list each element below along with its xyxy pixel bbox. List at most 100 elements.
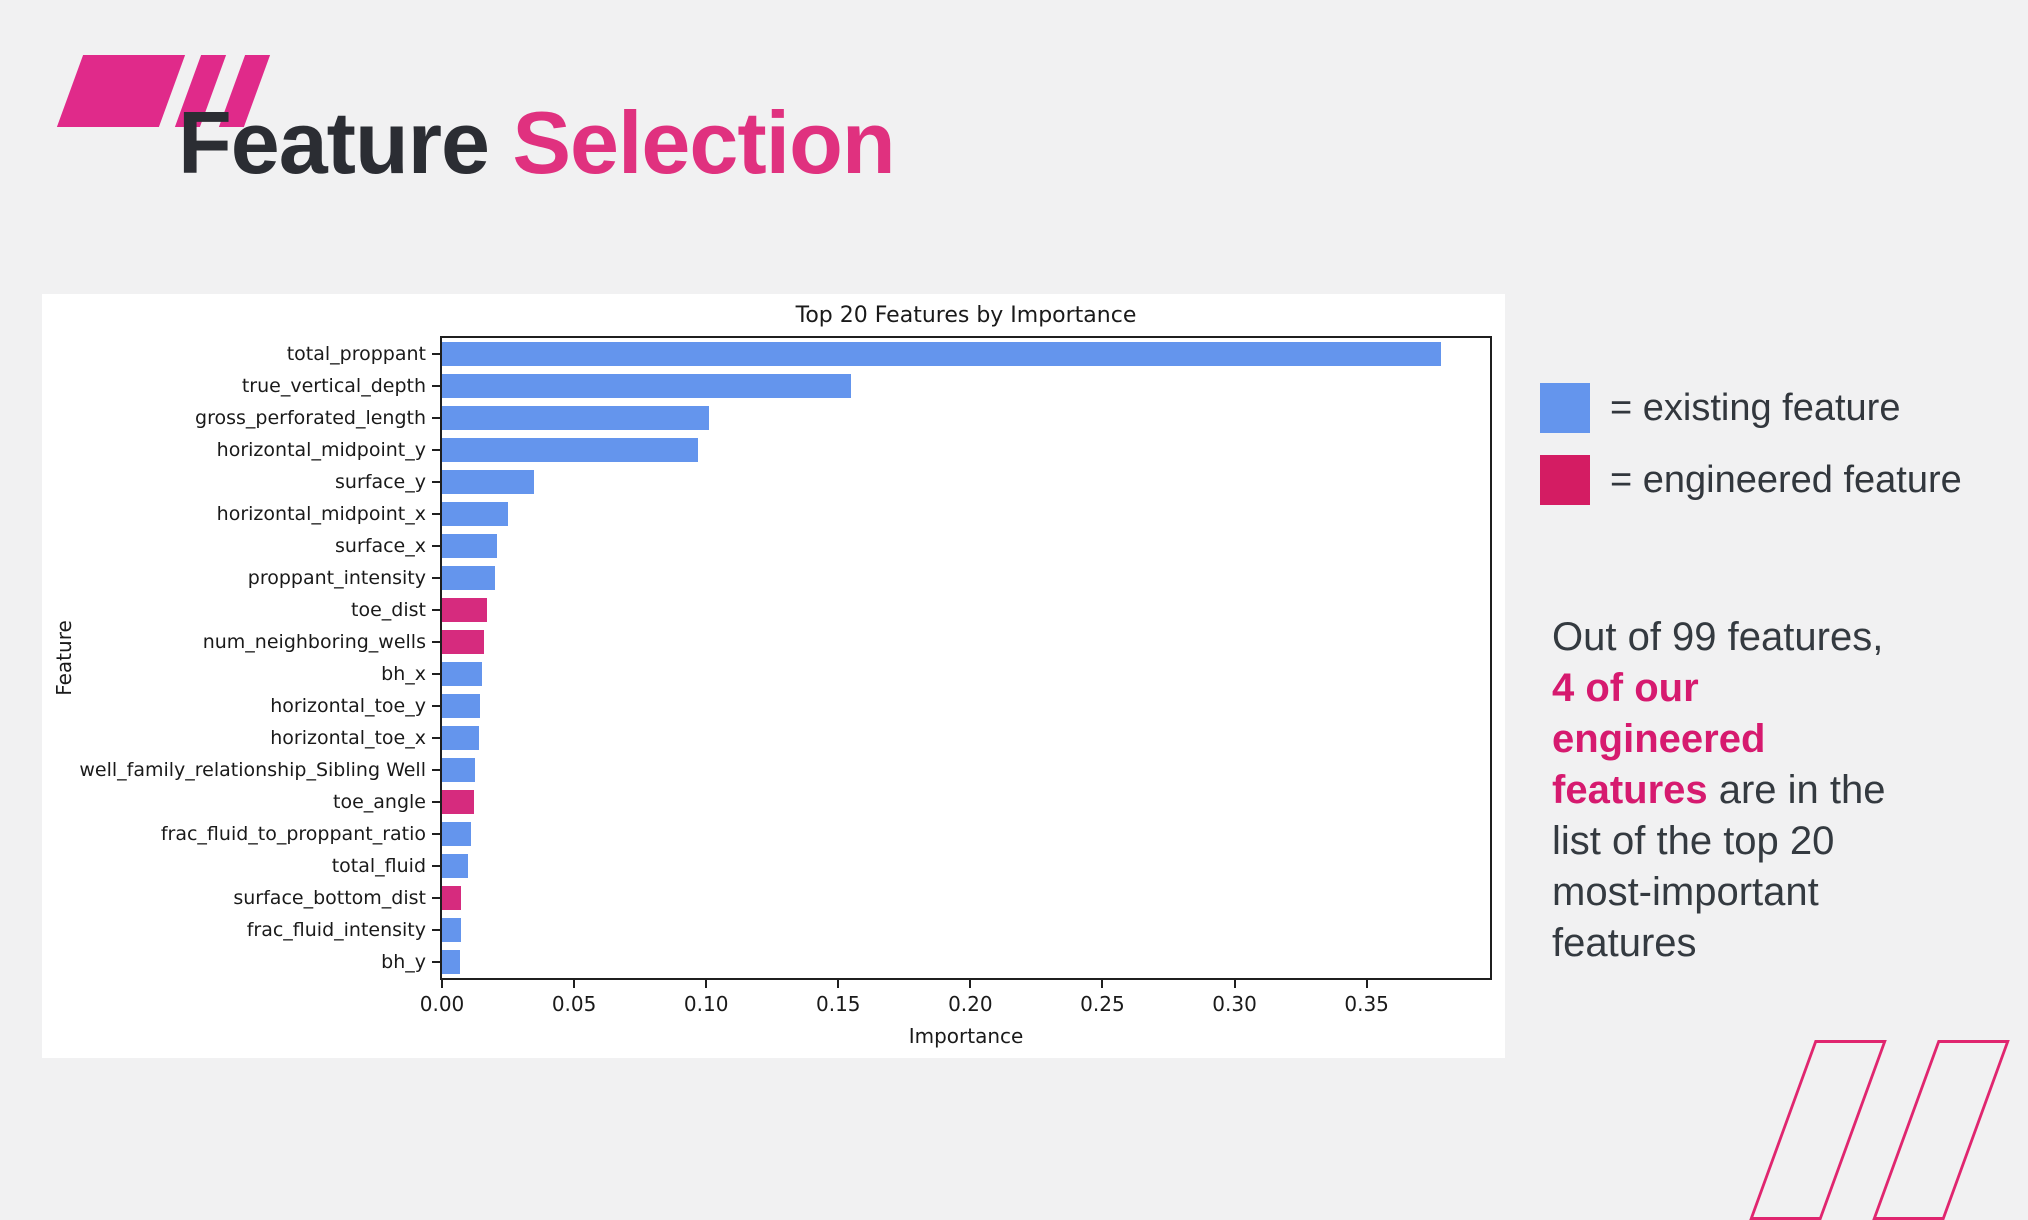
chart-panel: Top 20 Features by Importance Feature to… (42, 294, 1505, 1058)
slide-title-pink: Selection (512, 93, 895, 192)
bar-existing (442, 758, 476, 782)
y-tick-mark (432, 801, 440, 803)
y-tick-mark (432, 929, 440, 931)
legend-label: = existing feature (1610, 386, 1901, 429)
y-tick-label: horizontal_toe_x (270, 727, 426, 749)
callout-normal: are in the (1707, 768, 1886, 812)
bar-existing (442, 694, 481, 718)
y-tick-mark (432, 961, 440, 963)
callout-line: engineered (1552, 714, 2012, 765)
y-tick-mark (432, 577, 440, 579)
x-tick-mark (1365, 980, 1368, 988)
x-tick-label: 0.30 (1212, 992, 1257, 1016)
x-axis-label: Importance (908, 1024, 1024, 1048)
bar-existing (442, 950, 461, 974)
y-tick-mark (432, 513, 440, 515)
bar-engineered (442, 886, 462, 910)
y-tick-label: true_vertical_depth (241, 375, 426, 397)
callout-highlight: features (1552, 768, 1708, 812)
y-tick-label: num_neighboring_wells (202, 631, 426, 653)
bar-existing (442, 342, 1441, 366)
outline-slash-icon (1749, 1040, 1887, 1220)
y-tick-label: horizontal_midpoint_x (216, 503, 426, 525)
legend-label: = engineered feature (1610, 458, 1962, 501)
engineered-feature-swatch (1540, 455, 1590, 505)
slash-icon (56, 55, 186, 127)
y-tick-label: horizontal_midpoint_y (216, 439, 426, 461)
y-tick-mark (432, 609, 440, 611)
y-tick-label: toe_dist (351, 599, 426, 621)
y-tick-mark (432, 833, 440, 835)
y-tick-label: well_family_relationship_Sibling Well (79, 759, 426, 781)
y-tick-mark (432, 673, 440, 675)
y-tick-label: toe_angle (333, 791, 426, 813)
y-tick-label: proppant_intensity (247, 567, 426, 589)
bar-existing (442, 854, 469, 878)
y-tick-label: surface_y (335, 471, 426, 493)
y-tick-label: bh_y (381, 951, 426, 973)
bar-existing (442, 534, 498, 558)
y-tick-label: frac_fluid_intensity (246, 919, 426, 941)
callout-normal: most-important (1552, 870, 1819, 914)
bar-existing (442, 374, 852, 398)
y-tick-mark (432, 449, 440, 451)
y-tick-mark (432, 385, 440, 387)
bar-existing (442, 822, 472, 846)
x-tick-mark (705, 980, 708, 988)
y-tick-label: bh_x (381, 663, 426, 685)
x-tick-label: 0.20 (948, 992, 993, 1016)
callout-normal: Out of 99 features, (1552, 615, 1884, 659)
x-tick-label: 0.05 (551, 992, 597, 1016)
callout-line: Out of 99 features, (1552, 612, 2012, 663)
bar-existing (442, 726, 479, 750)
callout-highlight: engineered (1552, 717, 1766, 761)
existing-feature-swatch (1540, 383, 1590, 433)
x-tick-mark (573, 980, 576, 988)
bar-existing (442, 438, 699, 462)
x-tick-mark (837, 980, 840, 988)
bar-engineered (442, 598, 487, 622)
y-tick-mark (432, 705, 440, 707)
y-tick-mark (432, 481, 440, 483)
x-tick-mark (1233, 980, 1236, 988)
bar-existing (442, 406, 709, 430)
y-tick-mark (432, 641, 440, 643)
y-tick-mark (432, 417, 440, 419)
x-tick-label: 0.10 (683, 992, 729, 1016)
y-tick-label: horizontal_toe_y (270, 695, 426, 717)
chart-legend: = existing feature = engineered feature (1540, 383, 1962, 527)
y-tick-mark (432, 865, 440, 867)
callout-normal: features (1552, 921, 1697, 965)
x-tick-mark (1101, 980, 1104, 988)
callout-line: list of the top 20 (1552, 816, 2012, 867)
outline-slash-icon (1872, 1040, 2010, 1220)
x-tick-mark (969, 980, 972, 988)
callout-line: features (1552, 918, 2012, 969)
y-tick-mark (432, 769, 440, 771)
x-tick-label: 0.15 (816, 992, 861, 1016)
bar-engineered (442, 790, 474, 814)
slide-background: { "slide": { "title_black": "Feature", "… (42, 55, 2012, 1220)
axes (440, 336, 1492, 980)
y-tick-label: surface_bottom_dist (233, 887, 426, 909)
callout-line: 4 of our (1552, 663, 2012, 714)
callout-text: Out of 99 features, 4 of our engineered fea… (1552, 612, 2012, 969)
bar-existing (442, 662, 482, 686)
bar-existing (442, 918, 461, 942)
y-tick-mark (432, 545, 440, 547)
slide-title: Feature Selection (178, 92, 896, 194)
x-tick-label: 0.35 (1344, 992, 1389, 1016)
y-tick-label: gross_perforated_length (195, 407, 426, 429)
x-tick-label: 0.25 (1080, 992, 1125, 1016)
y-tick-label: surface_x (335, 535, 426, 557)
chart-title: Top 20 Features by Importance (795, 303, 1137, 328)
bar-existing (442, 502, 509, 526)
callout-line: features are in the (1552, 765, 2012, 816)
bar-existing (442, 470, 535, 494)
bar-engineered (442, 630, 485, 654)
bar-existing (442, 566, 495, 590)
y-tick-label: frac_fluid_to_proppant_ratio (160, 823, 426, 845)
callout-normal: list of the top 20 (1552, 819, 1835, 863)
legend-item-engineered-feature: = engineered feature (1540, 455, 1962, 505)
y-tick-label: total_fluid (331, 855, 426, 877)
